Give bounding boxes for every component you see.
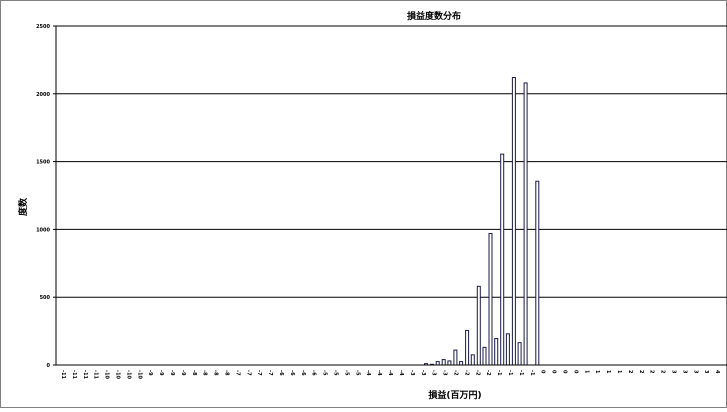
- y-tick-label: 2000: [36, 92, 50, 98]
- x-tick-label: -9: [147, 370, 153, 376]
- bar-secondary: [505, 333, 510, 366]
- x-tick-label: -4: [387, 370, 393, 376]
- x-tick-label: -1: [496, 370, 502, 376]
- x-tick-label: -2: [474, 370, 480, 376]
- x-tick-label: -3: [442, 370, 448, 376]
- y-tick-label: 0: [47, 363, 51, 369]
- x-axis-ticks: -11 -11 -11 -11 -10 -10 -10 -10 -9 -9 -9 -9 -8 -8 -8 -8…: [56, 364, 727, 380]
- x-tick-label: 1: [605, 370, 611, 374]
- x-tick-label: -10: [115, 370, 121, 380]
- x-tick-label: 0: [551, 370, 557, 374]
- x-tick-label: -9: [169, 370, 175, 376]
- y-tick-label: 1500: [36, 160, 50, 166]
- x-tick-label: -6: [278, 370, 284, 376]
- x-tick-label: -6: [311, 370, 317, 376]
- y-tick-label: 1000: [36, 227, 50, 233]
- x-tick-label: -2: [485, 370, 491, 376]
- x-tick-label: -3: [431, 370, 437, 376]
- x-tick-label: -5: [343, 370, 349, 376]
- x-tick-label: -8: [224, 370, 230, 376]
- x-tick-label: -11: [82, 370, 88, 380]
- y-tick-label: 2500: [36, 24, 50, 30]
- bar: [476, 285, 481, 366]
- y-tick-label: 500: [40, 295, 51, 301]
- x-tick-label: -10: [125, 370, 131, 380]
- bar-secondary: [447, 360, 452, 366]
- x-tick-label: -1: [529, 370, 535, 376]
- bar: [488, 232, 493, 366]
- x-tick-label: 1: [583, 370, 589, 374]
- x-tick-label: -10: [136, 370, 142, 380]
- bar: [511, 77, 516, 366]
- x-tick-label: 4: [714, 370, 720, 374]
- x-tick-label: 0: [561, 370, 567, 374]
- y-axis-ticks: 0 500 1000 1500 2000 2500: [36, 24, 57, 369]
- x-tick-label: 3: [670, 370, 676, 374]
- x-tick-label: -7: [267, 370, 273, 376]
- x-tick-label: -11: [71, 370, 77, 380]
- bar: [453, 349, 458, 366]
- x-tick-label: 2: [660, 370, 666, 374]
- bar-secondary: [482, 346, 487, 366]
- x-axis-title: 損益(百万円): [428, 389, 481, 401]
- x-tick-label: -7: [234, 370, 240, 376]
- x-tick-label: 2: [627, 370, 633, 374]
- x-tick-label: -2: [452, 370, 458, 376]
- x-tick-label: -4: [365, 370, 371, 376]
- x-tick-label: -3: [420, 370, 426, 376]
- x-tick-label: -7: [245, 370, 251, 376]
- x-tick-label: -5: [322, 370, 328, 376]
- bar-secondary: [459, 361, 464, 366]
- bar: [465, 329, 470, 366]
- x-tick-label: 3: [681, 370, 687, 374]
- x-tick-label: -9: [158, 370, 164, 376]
- x-tick-label: 0: [572, 370, 578, 374]
- x-tick-label: -2: [463, 370, 469, 376]
- x-tick-label: -5: [333, 370, 339, 376]
- x-tick-label: -4: [376, 370, 382, 376]
- x-tick-label: -4: [398, 370, 404, 376]
- x-tick-label: -1: [507, 370, 513, 376]
- x-tick-label: -7: [256, 370, 262, 376]
- x-tick-label: -11: [93, 370, 99, 380]
- bars: [424, 77, 540, 366]
- x-tick-label: 1: [616, 370, 622, 374]
- x-tick-label: 2: [649, 370, 655, 374]
- bar-secondary: [494, 338, 499, 366]
- chart-title: 損益度数分布: [407, 10, 461, 22]
- x-tick-label: -5: [354, 370, 360, 376]
- x-tick-label: 3: [692, 370, 698, 374]
- x-tick-label: 3: [703, 370, 709, 374]
- x-tick-label: -8: [202, 370, 208, 376]
- x-tick-label: -9: [180, 370, 186, 376]
- x-tick-label: -1: [518, 370, 524, 376]
- x-tick-label: -6: [289, 370, 295, 376]
- x-tick-label: 1: [594, 370, 600, 374]
- x-tick-label: -11: [60, 370, 66, 380]
- x-tick-label: -10: [104, 370, 110, 380]
- bar: [500, 153, 505, 366]
- x-tick-label: -8: [213, 370, 219, 376]
- x-tick-label: -3: [409, 370, 415, 376]
- bar: [441, 359, 446, 366]
- bar: [523, 82, 528, 366]
- bar-secondary: [517, 342, 522, 366]
- x-tick-label: -6: [300, 370, 306, 376]
- bar-secondary: [470, 354, 475, 366]
- bar-secondary: [435, 361, 440, 366]
- y-axis-title: 度数: [17, 197, 29, 216]
- x-tick-label: 2: [638, 370, 644, 374]
- x-tick-label: 0: [540, 370, 546, 374]
- bar: [535, 180, 540, 366]
- x-tick-label: -8: [191, 370, 197, 376]
